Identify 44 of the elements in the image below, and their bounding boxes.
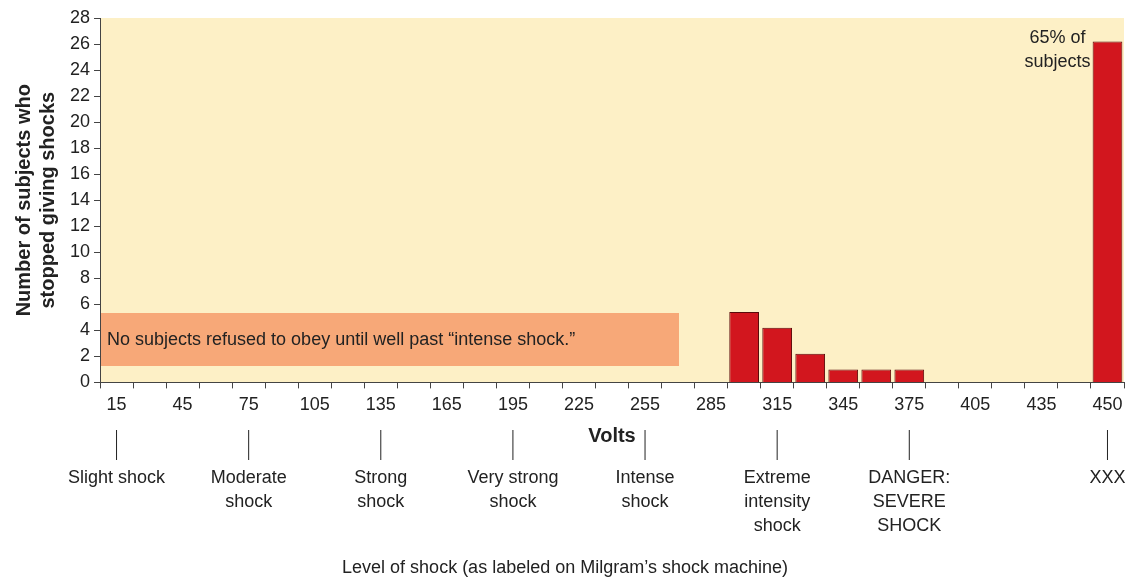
text: Level of shock (as labeled on Milgram’s shock machine) xyxy=(342,556,788,577)
y-tick-label: 14 xyxy=(69,189,91,210)
annotation: Very strong shock xyxy=(467,466,559,511)
x-tick-label: 135 xyxy=(365,394,396,415)
y-tick-label: 0 xyxy=(80,371,91,392)
y-tick-label: 22 xyxy=(69,85,91,106)
x-tick-label: 405 xyxy=(960,394,991,415)
y-tick-label: 20 xyxy=(69,111,91,132)
x-axis-title: Volts xyxy=(588,423,636,446)
y-tick-label: 24 xyxy=(69,59,91,80)
x-tick-label: 105 xyxy=(299,394,330,415)
y-tick-label: 10 xyxy=(69,241,91,262)
note-box: No subjects refused to obey until well past “intense shock.” xyxy=(101,313,680,366)
y-tick-label: 26 xyxy=(69,33,91,53)
x-tick-label: 450 xyxy=(1092,394,1123,415)
x-tick-label: 255 xyxy=(630,394,661,415)
annotation: 65% of subjects xyxy=(1024,27,1091,72)
x-tick-label: 165 xyxy=(431,394,462,415)
x-tick-label: 285 xyxy=(696,394,727,415)
annotation: Moderate shock xyxy=(210,466,287,511)
x-tick-label: 75 xyxy=(238,394,259,415)
annotation: Intense shock xyxy=(615,466,675,511)
annotation: Slight shock xyxy=(68,466,167,487)
x-tick-label: 435 xyxy=(1026,394,1057,415)
x-tick-label: 195 xyxy=(497,394,528,415)
y-tick-label: 6 xyxy=(80,293,91,314)
y-tick-label: 4 xyxy=(80,319,91,340)
y-tick-label: 2 xyxy=(80,345,91,366)
y-tick-label: 28 xyxy=(69,6,91,27)
y-tick-label: 12 xyxy=(69,215,91,236)
y-tick-label: 18 xyxy=(69,137,91,158)
annotation: Extreme intensity shock xyxy=(743,466,811,535)
annotation: DANGER: SEVERE SHOCK xyxy=(868,466,951,535)
y-tick-label: 16 xyxy=(69,163,91,184)
x-tick-label: 225 xyxy=(563,394,594,415)
annotation: Strong shock xyxy=(354,466,408,511)
annotation: XXX xyxy=(1089,466,1126,487)
x-tick-label: 345 xyxy=(828,394,859,415)
x-tick-label: 45 xyxy=(172,394,193,415)
x-tick-label: 315 xyxy=(762,394,793,415)
x-tick-label: 375 xyxy=(894,394,925,415)
x-tick-label: 15 xyxy=(106,394,127,415)
y-axis-title: Number of subjects who stopped giving shocks xyxy=(11,84,58,317)
y-tick-label: 8 xyxy=(80,267,91,288)
